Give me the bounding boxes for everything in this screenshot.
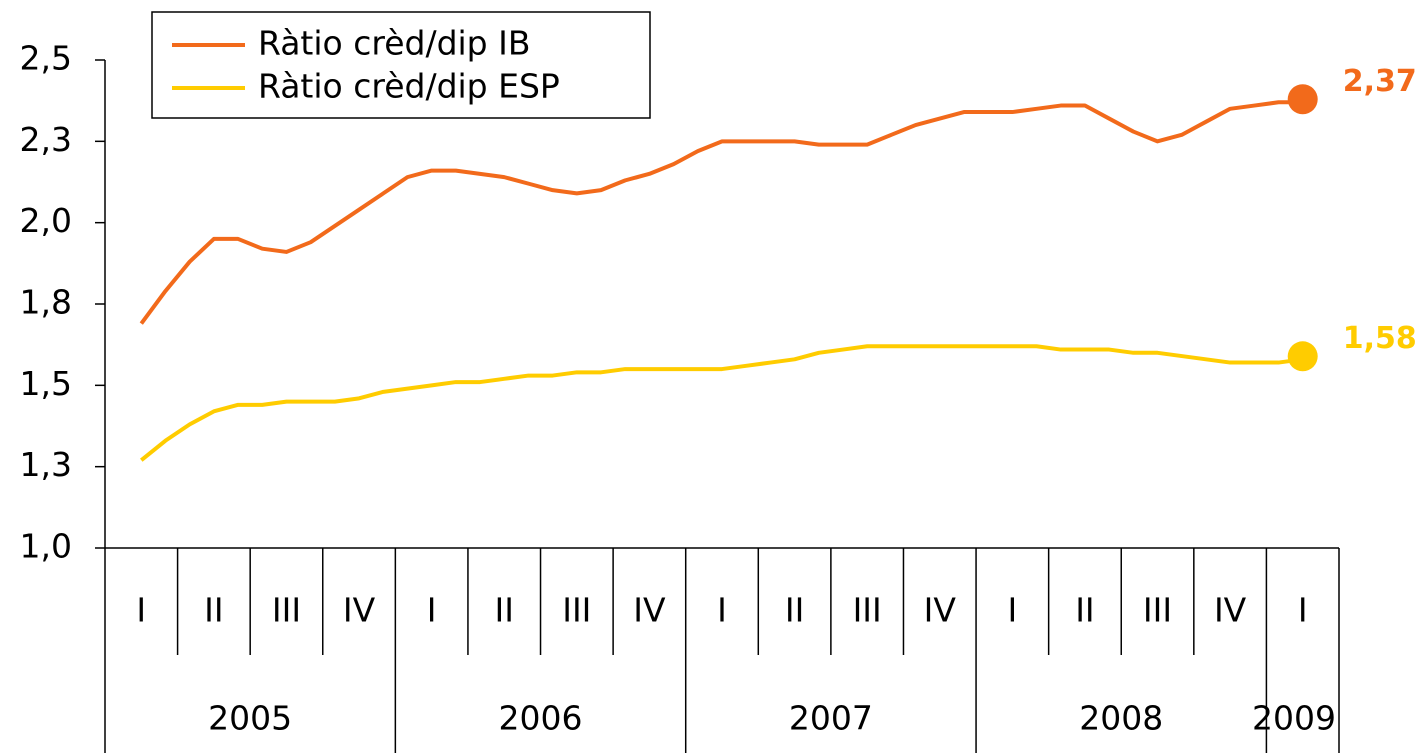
legend-box [151,11,651,119]
x-tick-label: II [785,591,804,630]
x-tick-label: I [717,591,727,630]
year-label: 2008 [1079,699,1163,738]
y-tick-label: 2,0 [20,201,72,240]
legend-label: Ràtio crèd/dip ESP [258,67,560,106]
y-tick-label: 1,0 [20,527,72,566]
x-tick-label: III [853,591,882,630]
x-tick-label: II [204,591,223,630]
y-tick-label: 2,5 [20,39,72,78]
x-tick-label: IV [343,591,376,630]
x-tick-label: IV [1214,591,1247,630]
x-tick-label: IV [633,591,666,630]
x-tick-label: III [272,591,301,630]
series-line [140,344,1303,462]
year-label: 2005 [208,699,292,738]
x-tick-label: III [562,591,591,630]
x-tick-label: IV [924,591,957,630]
y-tick-label: 2,3 [20,120,72,159]
x-tick-label: I [1007,591,1017,630]
x-tick-label: III [1143,591,1172,630]
y-tick-label: 1,3 [20,445,72,484]
x-tick-label: I [136,591,146,630]
x-tick-label: I [1298,591,1308,630]
end-dot [1287,341,1318,372]
year-label: 2009 [1252,699,1336,738]
year-label: 2007 [789,699,873,738]
x-tick-label: II [495,591,514,630]
year-label: 2006 [499,699,583,738]
value-label: 2,37 [1343,64,1417,99]
x-tick-label: II [1075,591,1094,630]
y-tick-label: 1,5 [20,364,72,403]
series-line [139,100,1303,325]
legend-label: Ràtio crèd/dip IB [258,24,531,63]
x-tick-label: I [427,591,437,630]
y-tick-label: 1,8 [20,283,72,322]
end-dot [1287,84,1318,115]
value-label: 1,58 [1343,321,1417,356]
